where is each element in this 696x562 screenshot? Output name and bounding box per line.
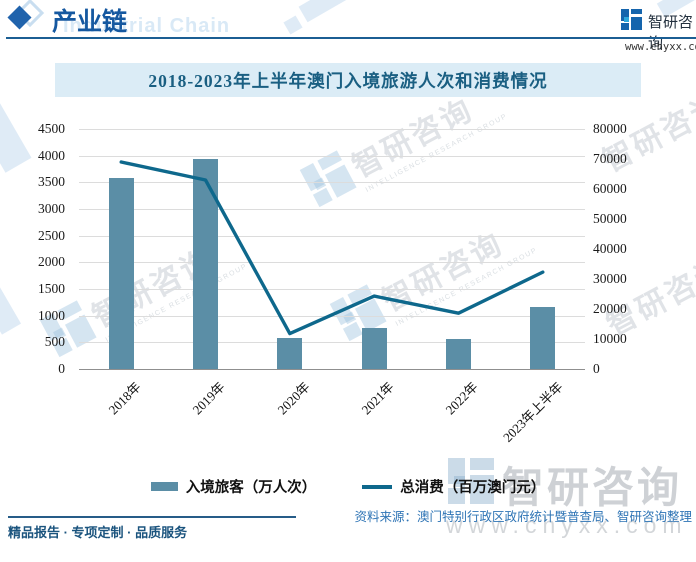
bar-2023年上半年 xyxy=(530,306,556,369)
left-axis-tick-label: 2500 xyxy=(38,227,65,243)
right-axis-tick-label: 50000 xyxy=(593,211,627,226)
bar-2020年 xyxy=(277,337,303,369)
right-axis-tick-label: 80000 xyxy=(593,121,627,136)
right-axis-tick-label: 40000 xyxy=(593,241,627,256)
brand-site-link[interactable]: www.chyxx.com xyxy=(625,41,696,53)
x-axis-label: 2023年上半年 xyxy=(499,379,566,445)
legend-line-swatch-icon xyxy=(362,484,393,489)
gridline xyxy=(79,289,585,290)
gridline xyxy=(79,129,585,130)
section-title: 产业链 xyxy=(52,8,128,36)
legend-bar-swatch-icon xyxy=(150,482,178,491)
bar-2021年 xyxy=(361,327,387,369)
bar-2018年 xyxy=(108,178,134,369)
chart-title-banner: 2018-2023年上半年澳门入境旅游人次和消费情况 xyxy=(55,63,641,97)
right-axis-tick-label: 0 xyxy=(593,361,600,376)
left-axis-tick-label: 0 xyxy=(58,361,65,376)
left-axis-tick-label: 3500 xyxy=(38,174,65,190)
x-axis-label-wrap: 2023年上半年 xyxy=(443,377,566,445)
gridline xyxy=(79,315,585,317)
consumption-line xyxy=(119,160,545,336)
gridline xyxy=(79,209,585,210)
section-watermark-text: Industrial Chain xyxy=(63,15,231,37)
left-axis-tick-label: 4000 xyxy=(38,147,65,163)
footer-divider xyxy=(8,516,296,518)
right-axis-tick-label: 60000 xyxy=(593,181,627,196)
gridline xyxy=(79,342,585,344)
left-axis-tick-label: 2000 xyxy=(38,254,65,270)
right-axis-tick-label: 20000 xyxy=(593,301,627,316)
watermark-brand-text: 智研咨询 xyxy=(502,464,683,511)
chart-legend: 入境旅客（万人次） 总消费（百万澳门元） xyxy=(0,476,696,497)
footer-tagline: 精品报告 · 专项定制 · 品质服务 xyxy=(8,525,188,540)
watermark-site-text: www.chyxx.com xyxy=(446,512,688,538)
right-axis-tick-label: 10000 xyxy=(593,331,627,346)
header-divider xyxy=(6,37,696,39)
gridline xyxy=(79,369,585,370)
right-axis-tick-label: 30000 xyxy=(593,271,627,286)
bar-2022年 xyxy=(446,338,471,369)
brand-logo-icon xyxy=(621,9,642,30)
left-axis-tick-label: 4500 xyxy=(38,121,65,136)
chart-title: 2018-2023年上半年澳门入境旅游人次和消费情况 xyxy=(148,70,548,91)
left-axis-tick-label: 1500 xyxy=(38,281,65,296)
legend-item-consumption: 总消费（百万澳门元） xyxy=(362,476,545,497)
left-axis-tick-label: 1000 xyxy=(38,307,65,323)
legend-item-visitors: 入境旅客（万人次） xyxy=(150,476,317,497)
left-axis-tick-label: 3000 xyxy=(38,201,65,216)
legend-line-label: 总消费（百万澳门元） xyxy=(400,480,546,496)
right-axis-tick-label: 70000 xyxy=(593,151,627,166)
gridline xyxy=(79,262,585,264)
gridline xyxy=(79,182,585,184)
bar-2019年 xyxy=(193,158,218,369)
legend-bar-label: 入境旅客（万人次） xyxy=(185,480,317,496)
brand-name: 智研咨询 xyxy=(648,14,694,52)
data-source-note: 资料来源：澳门特别行政区政府统计暨普查局、智研咨询整理 xyxy=(354,510,692,524)
gridline xyxy=(79,155,585,157)
watermark-logo-icon xyxy=(448,458,494,504)
gridline xyxy=(79,235,585,237)
left-axis-tick-label: 500 xyxy=(44,334,65,350)
